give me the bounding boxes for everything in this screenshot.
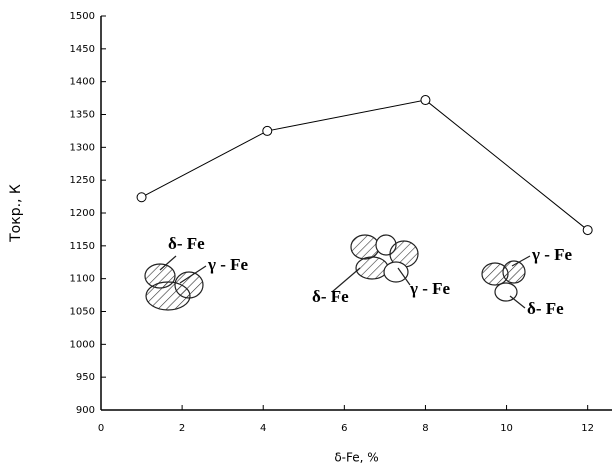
y-tick-label: 950 bbox=[76, 372, 95, 383]
y-axis-label: Tокр., К bbox=[8, 184, 24, 243]
x-tick-label: 8 bbox=[422, 423, 428, 434]
y-tick-label: 1100 bbox=[70, 274, 95, 285]
data-point bbox=[420, 95, 431, 106]
x-tick-label: 0 bbox=[98, 423, 104, 434]
x-tick-label: 4 bbox=[260, 423, 266, 434]
annotation: γ - Fe bbox=[207, 255, 248, 274]
y-tick-label: 1350 bbox=[70, 110, 95, 121]
annotation: δ- Fe bbox=[312, 287, 349, 306]
pointer bbox=[179, 265, 207, 284]
grain bbox=[502, 260, 526, 284]
y-tick-label: 1500 bbox=[70, 11, 95, 22]
pointer bbox=[331, 267, 361, 293]
x-tick-label: 12 bbox=[581, 423, 594, 434]
grain-sketches bbox=[144, 234, 531, 311]
pointer bbox=[511, 255, 531, 267]
grain bbox=[174, 271, 204, 299]
x-axis-label: δ-Fe, % bbox=[334, 451, 378, 465]
pointer bbox=[159, 255, 177, 271]
y-tick-label: 1050 bbox=[70, 307, 95, 318]
y-tick-label: 900 bbox=[76, 405, 95, 416]
grain bbox=[355, 256, 389, 280]
y-tick-label: 1000 bbox=[70, 339, 95, 350]
data-point bbox=[262, 125, 273, 136]
y-tick-label: 1250 bbox=[70, 175, 95, 186]
grain bbox=[350, 234, 380, 260]
y-tick-label: 1400 bbox=[70, 77, 95, 88]
data-point bbox=[136, 192, 147, 203]
y-tick-label: 1300 bbox=[70, 142, 95, 153]
annotation: γ - Fe bbox=[409, 279, 450, 298]
y-tick-label: 1450 bbox=[70, 44, 95, 55]
annotation: γ - Fe bbox=[531, 245, 572, 264]
x-tick-label: 2 bbox=[179, 423, 185, 434]
pointer bbox=[397, 267, 411, 286]
pointer bbox=[509, 295, 526, 309]
annotation: δ- Fe bbox=[527, 299, 564, 318]
grain bbox=[383, 261, 409, 283]
x-tick-label: 6 bbox=[341, 423, 347, 434]
y-tick-label: 1200 bbox=[70, 208, 95, 219]
x-tick-label: 10 bbox=[500, 423, 513, 434]
y-tick-label: 1150 bbox=[70, 241, 95, 252]
series-line bbox=[141, 99, 588, 231]
annotation: δ- Fe bbox=[168, 234, 205, 253]
data-point bbox=[582, 225, 593, 236]
